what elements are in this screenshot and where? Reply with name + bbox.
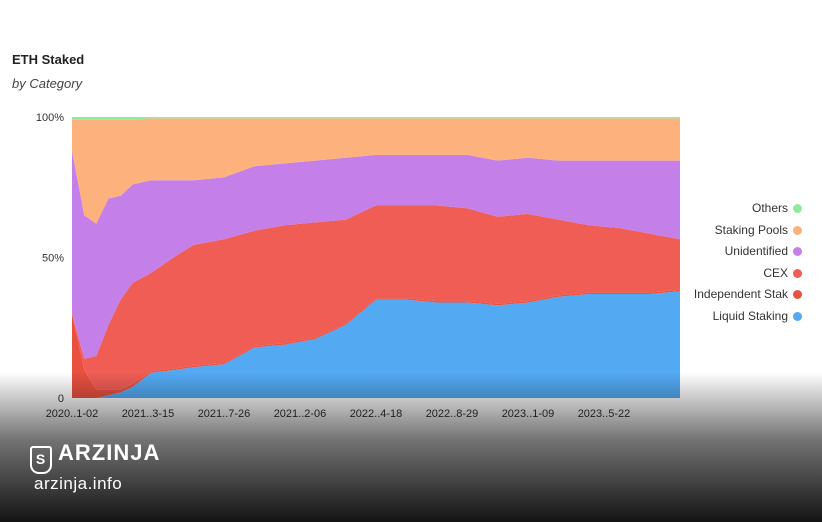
brand-site: arzinja.info [34, 474, 123, 493]
area-unidentified [72, 150, 680, 359]
area-liquid-staking [72, 291, 680, 398]
chart-subtitle: by Category [12, 76, 83, 91]
y-tick-label: 100% [36, 112, 64, 124]
legend-dot-icon [793, 204, 802, 214]
brand-logo: S ARZINJA [30, 440, 160, 474]
x-tick-label: 2021..2-06 [274, 408, 327, 420]
x-tick-label: 2022..8-29 [426, 408, 479, 420]
legend-label: CEX [763, 265, 788, 280]
area-staking-pools [72, 118, 680, 224]
area-cex [72, 205, 680, 390]
legend-label: Liquid Staking [712, 308, 788, 323]
x-tick-label: 2021..3-15 [122, 408, 175, 420]
brand-name: ARZINJA [58, 440, 161, 465]
x-tick-label: 2022..4-18 [350, 408, 403, 420]
legend-label: Staking Pools [714, 222, 788, 237]
chart-legend: Others Staking Pools Unidentified CEX Indepe… [694, 198, 802, 327]
legend-dot-icon [793, 225, 802, 235]
legend-item[interactable]: Others [694, 198, 802, 220]
y-tick-label: 50% [42, 253, 64, 265]
chart-title: ETH Staked [12, 52, 85, 67]
legend-label: Unidentified [724, 244, 788, 258]
legend-dot-icon [793, 247, 802, 257]
legend-dot-icon [793, 290, 802, 300]
x-tick-label: 2023..5-22 [578, 408, 631, 420]
legend-dot-icon [793, 268, 802, 278]
area-others [72, 117, 680, 120]
legend-label: Others [751, 201, 788, 215]
legend-item[interactable]: CEX [694, 263, 802, 285]
legend-label: Independent Stak [693, 287, 788, 301]
legend-item[interactable]: Liquid Staking [694, 306, 802, 328]
legend-dot-icon [793, 311, 802, 321]
x-tick-label: 2021..7-26 [198, 408, 251, 420]
x-tick-label: 2023..1-09 [502, 408, 555, 420]
legend-item[interactable]: Independent Stak [694, 284, 802, 306]
legend-item[interactable]: Staking Pools [694, 220, 802, 242]
legend-item[interactable]: Unidentified [694, 241, 802, 263]
x-tick-label: 2020..1-02 [46, 408, 99, 420]
shield-s-icon: S [30, 446, 52, 474]
y-tick-label: 0 [58, 393, 64, 405]
